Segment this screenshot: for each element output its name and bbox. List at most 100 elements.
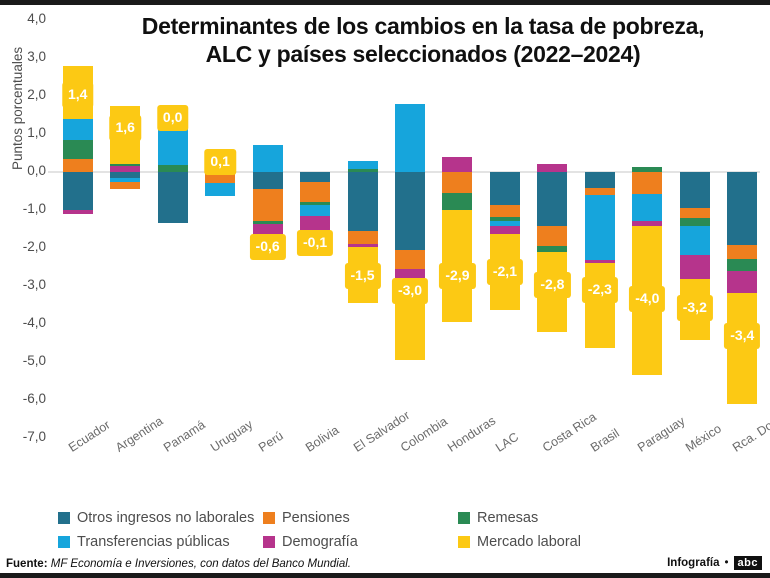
bar-stack[interactable] — [110, 20, 141, 438]
bar-segment[interactable] — [252, 221, 283, 225]
bar-segment[interactable] — [347, 244, 378, 248]
bar-segment[interactable] — [584, 194, 615, 261]
bar-segment[interactable] — [727, 244, 758, 259]
bar-segment[interactable] — [157, 165, 188, 172]
bar-segment[interactable] — [157, 172, 188, 224]
legend-item[interactable]: Pensiones — [263, 510, 350, 526]
bar-segment[interactable] — [489, 172, 520, 206]
bar-segment[interactable] — [537, 172, 568, 226]
page-title: Determinantes de los cambios en la tasa … — [88, 12, 758, 68]
bar-segment[interactable] — [632, 194, 663, 222]
bar-segment[interactable] — [679, 218, 710, 226]
y-axis-title: Puntos porcentuales — [10, 46, 25, 170]
bar-segment[interactable] — [679, 225, 710, 255]
top-rule — [0, 0, 770, 5]
legend-item[interactable]: Mercado laboral — [458, 534, 581, 550]
bar-segment[interactable] — [584, 172, 615, 188]
bar-stack[interactable] — [584, 20, 615, 438]
y-axis-tick: -7,0 — [22, 429, 46, 444]
bar-segment[interactable] — [347, 172, 378, 231]
bar-segment[interactable] — [537, 225, 568, 247]
bar-segment[interactable] — [442, 156, 473, 172]
bar-segment[interactable] — [252, 189, 283, 222]
bar-stack[interactable] — [300, 20, 331, 438]
bar-segment[interactable] — [62, 118, 93, 140]
bar-stack[interactable] — [442, 20, 473, 438]
bar-segment[interactable] — [727, 258, 758, 271]
bar-segment[interactable] — [395, 249, 425, 269]
y-axis-tick: 2,0 — [27, 87, 46, 102]
bar-segment[interactable] — [110, 166, 141, 172]
bar-segment[interactable] — [62, 172, 93, 210]
bar-segment[interactable] — [395, 268, 425, 278]
bar-stack[interactable] — [537, 20, 568, 438]
bar-segment[interactable] — [537, 163, 568, 172]
bar-value-label: -2,9 — [439, 262, 476, 289]
bar-segment[interactable] — [110, 172, 141, 178]
bar-value-label: -0,1 — [297, 230, 334, 257]
bar-segment[interactable] — [584, 260, 615, 264]
bar-segment[interactable] — [584, 263, 615, 348]
bar-value-label: 0,0 — [156, 104, 189, 131]
bar-segment[interactable] — [347, 230, 378, 245]
bar-segment[interactable] — [300, 215, 331, 233]
bar-segment[interactable] — [62, 139, 93, 159]
y-axis-tick: 4,0 — [27, 11, 46, 26]
bar-segment[interactable] — [584, 187, 615, 195]
y-axis-tick: -6,0 — [22, 391, 46, 406]
bar-stack[interactable] — [632, 20, 663, 438]
bar-segment[interactable] — [347, 160, 378, 169]
bar-segment[interactable] — [110, 182, 141, 190]
bar-segment[interactable] — [537, 246, 568, 252]
bar-segment[interactable] — [679, 172, 710, 209]
bar-segment[interactable] — [252, 144, 283, 172]
bar-segment[interactable] — [62, 210, 93, 214]
bar-stack[interactable] — [727, 20, 758, 438]
bar-value-label: -0,6 — [249, 234, 286, 261]
bar-stack[interactable] — [205, 20, 236, 438]
bar-segment[interactable] — [632, 221, 663, 226]
bottom-rule — [0, 573, 770, 578]
bar-segment[interactable] — [632, 172, 663, 195]
bar-stack[interactable] — [157, 20, 188, 438]
bar-stack[interactable] — [489, 20, 520, 438]
bar-segment[interactable] — [347, 168, 378, 172]
bar-stack[interactable] — [679, 20, 710, 438]
legend-item[interactable]: Remesas — [458, 510, 538, 526]
bar-segment[interactable] — [300, 172, 331, 183]
legend-item[interactable]: Transferencias públicas — [58, 534, 230, 550]
bar-segment[interactable] — [395, 103, 425, 172]
bar-segment[interactable] — [679, 208, 710, 219]
bar-stack[interactable] — [252, 20, 283, 438]
legend-item[interactable]: Otros ingresos no laborales — [58, 510, 254, 526]
bar-stack[interactable] — [395, 20, 425, 438]
bar-value-label: -3,4 — [724, 322, 761, 349]
bar-segment[interactable] — [442, 172, 473, 193]
y-axis-tick: -4,0 — [22, 315, 46, 330]
bar-segment[interactable] — [157, 125, 188, 166]
bar-segment[interactable] — [489, 216, 520, 221]
bar-segment[interactable] — [252, 172, 283, 190]
bar-segment[interactable] — [632, 167, 663, 172]
legend-item[interactable]: Demografía — [263, 534, 358, 550]
bar-segment[interactable] — [489, 225, 520, 234]
legend-swatch-icon — [458, 536, 470, 548]
bar-segment[interactable] — [395, 172, 425, 250]
bar-segment[interactable] — [679, 254, 710, 280]
bar-segment[interactable] — [489, 220, 520, 226]
bar-segment[interactable] — [205, 172, 236, 184]
bar-segment[interactable] — [62, 158, 93, 172]
title-line-1: Determinantes de los cambios en la tasa … — [141, 13, 705, 39]
bar-segment[interactable] — [727, 270, 758, 293]
bar-segment[interactable] — [205, 183, 236, 196]
bar-segment[interactable] — [110, 177, 141, 183]
bar-segment[interactable] — [442, 192, 473, 210]
abc-logo: abc — [733, 556, 762, 570]
bar-segment[interactable] — [727, 172, 758, 245]
bar-segment[interactable] — [300, 205, 331, 216]
bar-segment[interactable] — [110, 164, 141, 167]
bar-stack[interactable] — [347, 20, 378, 438]
bar-segment[interactable] — [489, 205, 520, 217]
bar-segment[interactable] — [300, 182, 331, 202]
bar-segment[interactable] — [300, 201, 331, 206]
